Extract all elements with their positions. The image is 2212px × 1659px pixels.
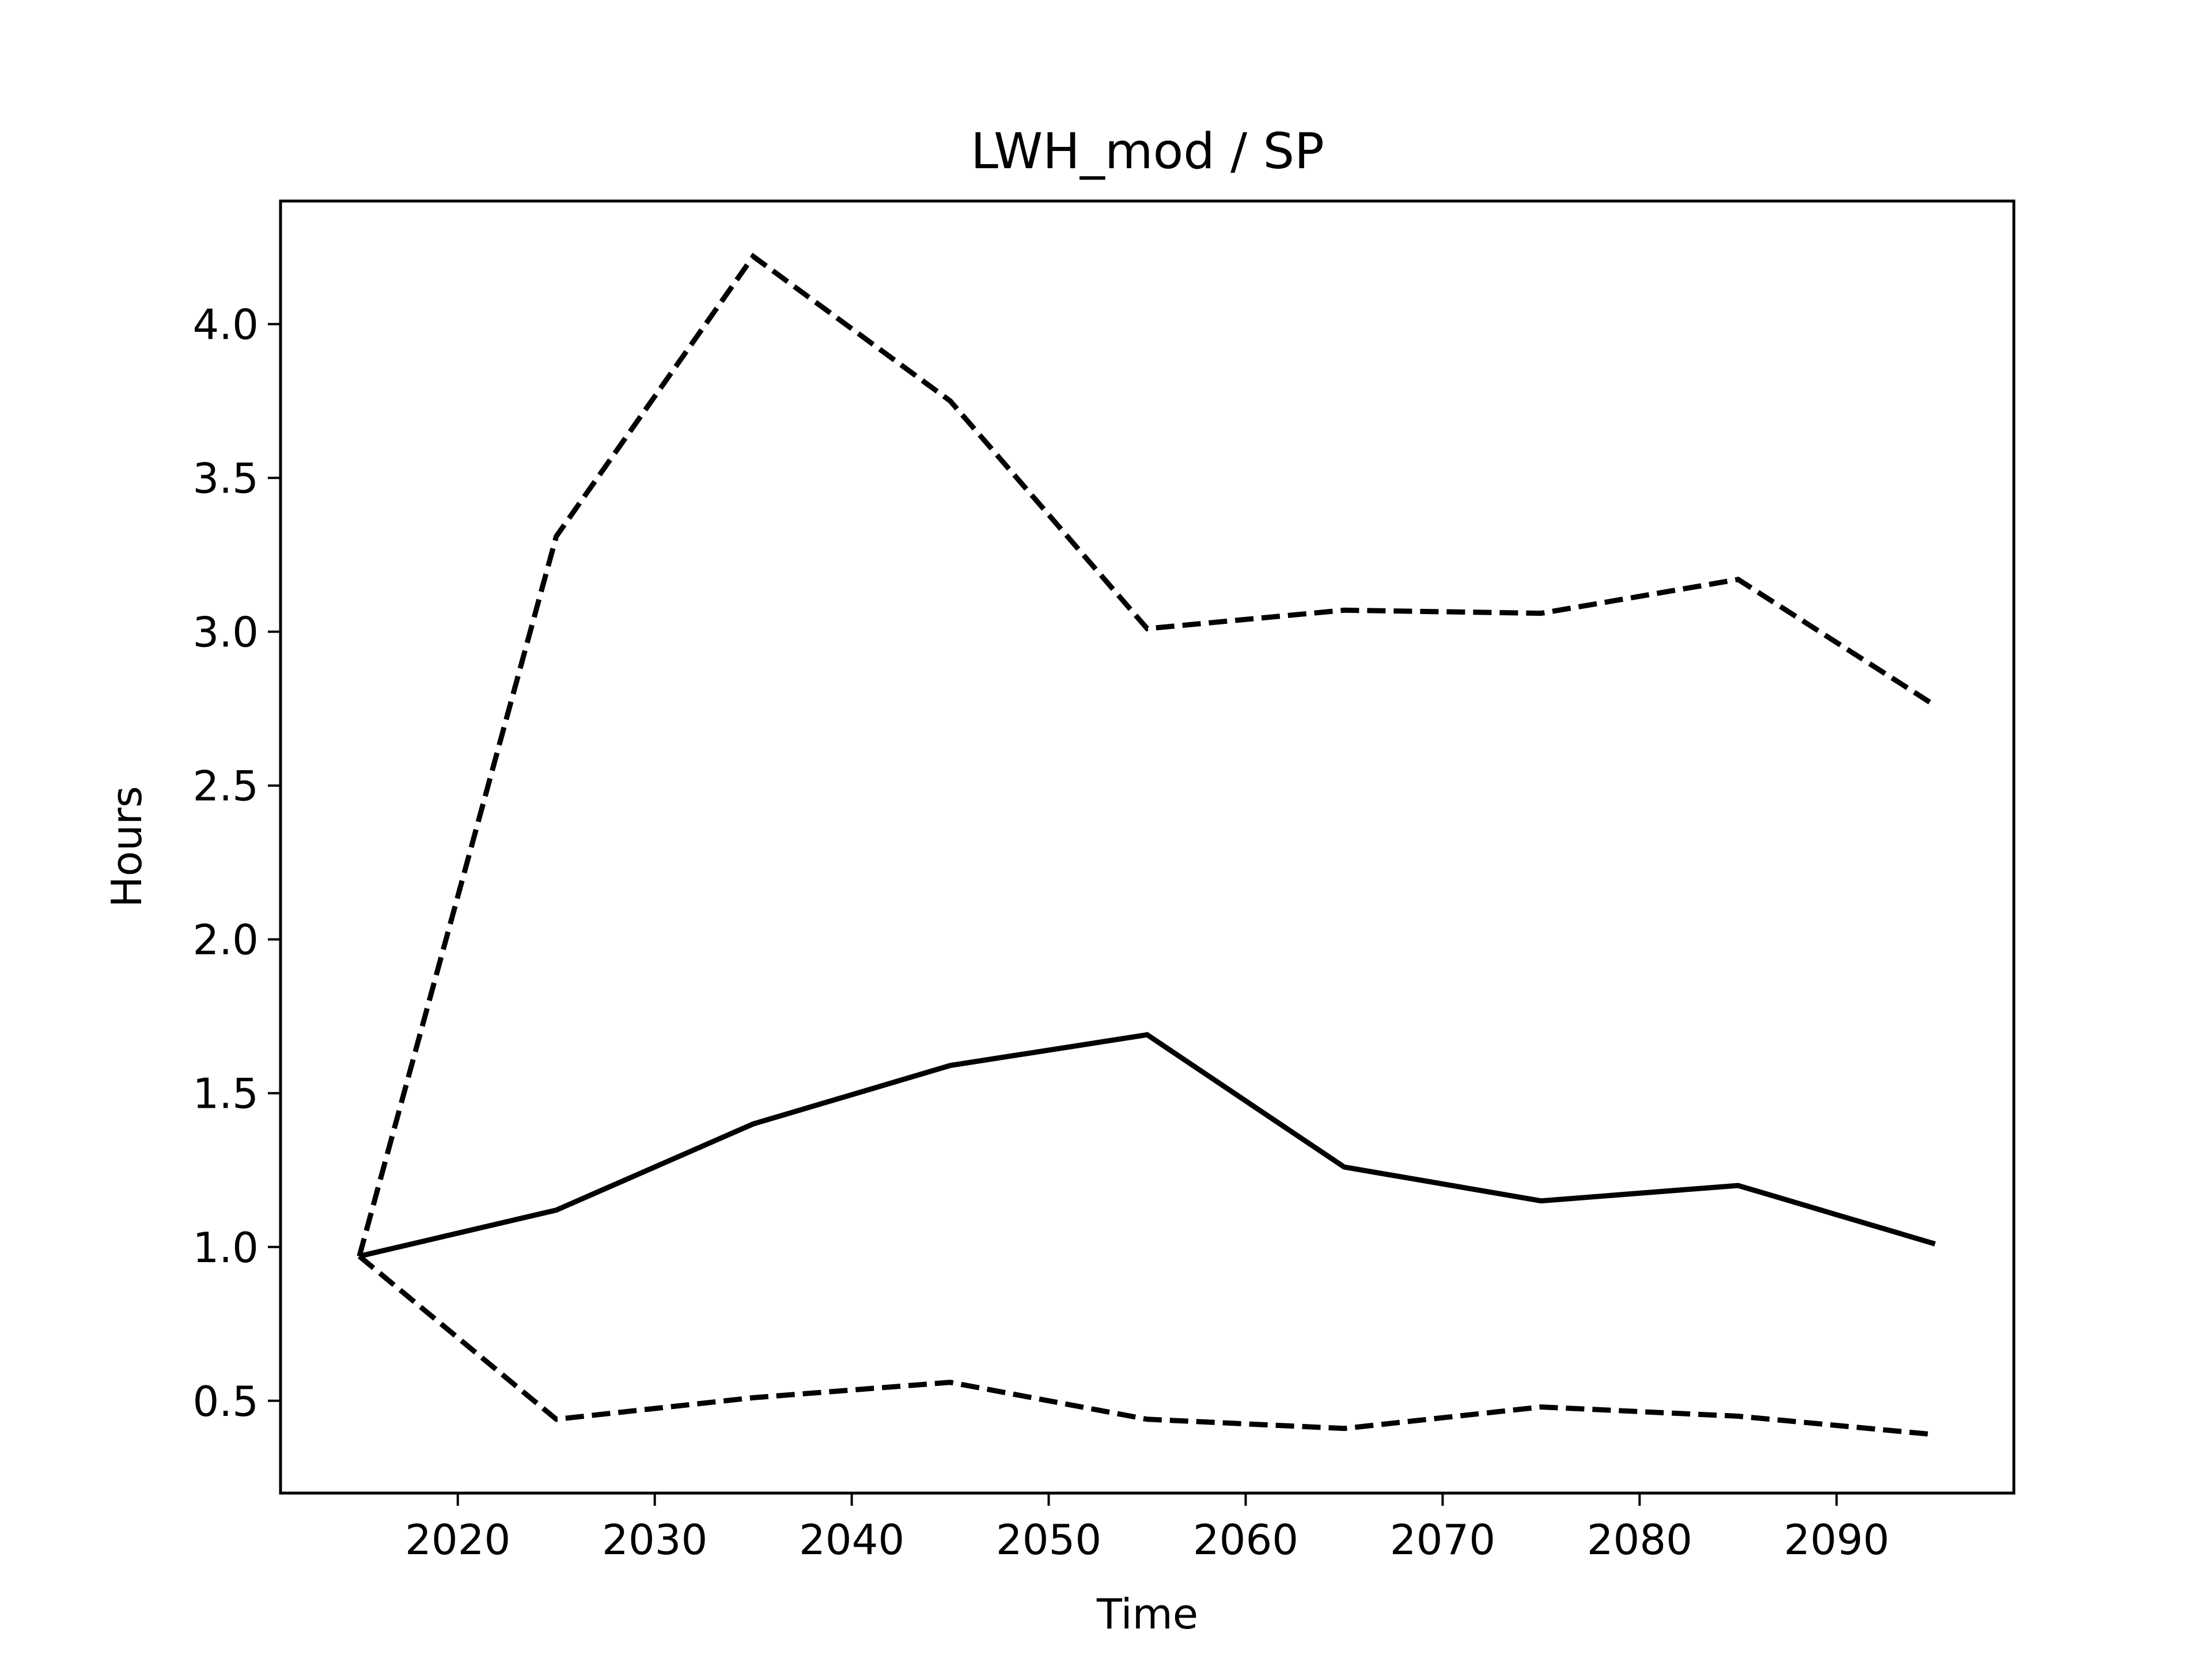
y-tick-label: 2.0	[192, 916, 259, 964]
x-tick-label: 2030	[602, 1516, 707, 1564]
plot-frame	[279, 199, 2016, 1495]
y-tick-label: 2.5	[192, 762, 259, 810]
series-line-2	[357, 252, 1937, 1257]
series-line-1	[358, 1032, 1936, 1259]
y-tick-label: 4.0	[192, 301, 259, 349]
x-axis-label: Time	[1096, 1590, 1198, 1638]
x-axis: 2020 2030 2040 2050 2060 2070 2080 2090	[405, 1493, 1889, 1564]
x-tick-label: 2080	[1587, 1516, 1692, 1564]
x-tick-label: 2020	[405, 1516, 510, 1564]
y-axis-label: Hours	[103, 786, 151, 908]
y-axis: 0.5 1.0 1.5 2.0 2.5 3.0 3.5 4.0	[192, 301, 281, 1426]
y-tick-label: 1.0	[192, 1224, 259, 1272]
series-line-3	[357, 1254, 1936, 1437]
y-tick-label: 0.5	[192, 1377, 259, 1426]
y-tick-label: 3.0	[192, 608, 259, 657]
y-tick-label: 3.5	[192, 454, 259, 503]
x-tick-label: 2070	[1390, 1516, 1495, 1564]
x-tick-label: 2040	[799, 1516, 904, 1564]
x-tick-label: 2090	[1784, 1516, 1889, 1564]
x-tick-label: 2060	[1193, 1516, 1298, 1564]
x-tick-label: 2050	[996, 1516, 1101, 1564]
y-tick-label: 1.5	[192, 1070, 259, 1118]
chart-title: LWH_mod / SP	[971, 123, 1324, 180]
plot-area	[357, 252, 1937, 1437]
